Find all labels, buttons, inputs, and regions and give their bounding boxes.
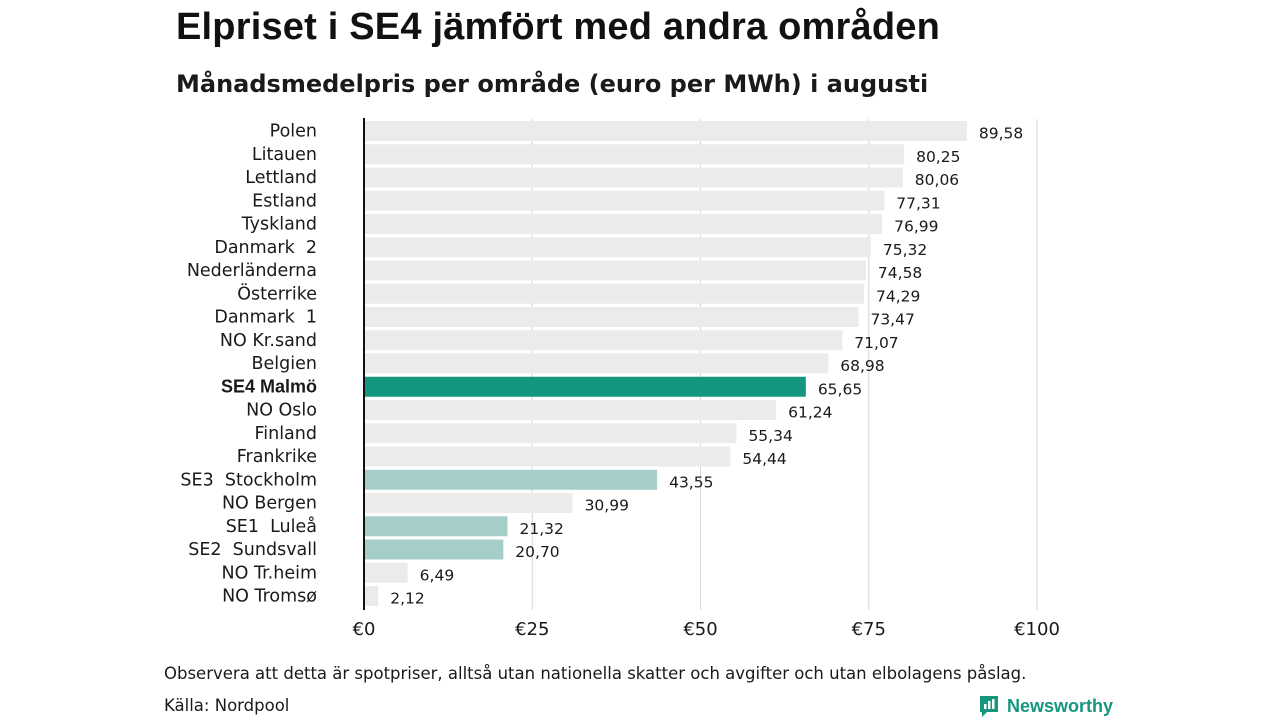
value-label: 6,49 — [420, 566, 455, 584]
bar — [364, 400, 777, 420]
value-label: 20,70 — [515, 543, 559, 561]
category-label: NO Tromsø — [222, 587, 317, 607]
category-label: Finland — [254, 424, 317, 444]
bar — [364, 190, 885, 211]
category-label: Estland — [252, 191, 317, 211]
value-label: 21,32 — [519, 520, 563, 538]
bar — [364, 260, 866, 281]
x-tick-label: €50 — [683, 619, 717, 640]
value-label: 2,12 — [390, 590, 425, 608]
value-label: 80,25 — [916, 148, 960, 166]
footnote: Observera att detta är spotpriser, allts… — [164, 664, 1027, 683]
value-label: 55,34 — [748, 427, 792, 445]
category-label: Litauen — [252, 145, 317, 165]
category-label: SE3 Stockholm — [180, 470, 317, 490]
category-label: NO Tr.heim — [222, 563, 317, 583]
category-label: SE4 Malmö — [221, 376, 317, 396]
value-label: 61,24 — [788, 404, 832, 422]
bar — [364, 121, 967, 141]
value-label: 54,44 — [742, 450, 786, 468]
bar — [364, 469, 658, 490]
bar — [364, 330, 843, 351]
x-tick-label: €100 — [1014, 619, 1060, 640]
x-tick-label: €25 — [515, 619, 549, 640]
value-label: 71,07 — [854, 334, 898, 352]
category-label: SE1 Luleå — [226, 516, 317, 537]
bar — [364, 376, 806, 397]
newsworthy-logo-icon — [980, 696, 998, 717]
source-note: Källa: Nordpool — [164, 696, 290, 715]
value-label: 89,58 — [979, 125, 1023, 143]
value-label: 65,65 — [818, 380, 862, 398]
brand-logo: Newsworthy — [978, 694, 1113, 718]
bar — [364, 539, 504, 560]
category-label: Danmark 2 — [214, 238, 317, 258]
category-label: Frankrike — [237, 447, 317, 467]
value-label: 74,29 — [876, 287, 920, 305]
category-label: NO Bergen — [222, 494, 317, 514]
category-label: Belgien — [252, 354, 317, 374]
category-label: Polen — [270, 122, 317, 142]
category-label: Österrike — [237, 282, 317, 304]
bar — [364, 237, 871, 258]
bar — [364, 493, 573, 513]
category-label: Nederländerna — [187, 261, 317, 281]
chart-subtitle: Månadsmedelpris per område (euro per MWh… — [176, 70, 929, 98]
value-label: 74,58 — [878, 264, 922, 282]
value-label: 80,06 — [915, 171, 959, 189]
value-label: 68,98 — [840, 357, 884, 375]
bar — [364, 167, 903, 188]
bar — [364, 562, 408, 583]
bar — [364, 283, 864, 304]
category-label: NO Kr.sand — [220, 331, 317, 351]
category-label: Danmark 1 — [214, 308, 317, 328]
bar — [364, 214, 883, 234]
bar — [364, 586, 379, 606]
bar — [364, 353, 829, 374]
bar — [364, 307, 859, 327]
bar — [364, 446, 731, 467]
category-label: NO Oslo — [246, 401, 317, 421]
category-label: Lettland — [245, 168, 317, 188]
x-tick-label: €0 — [353, 619, 376, 640]
value-label: 73,47 — [870, 311, 914, 329]
category-label: Tyskland — [241, 215, 317, 235]
value-label: 75,32 — [883, 241, 927, 259]
category-label: SE2 Sundsvall — [188, 540, 317, 560]
brand-name: Newsworthy — [1007, 695, 1114, 716]
chart-title: Elpriset i SE4 jämfört med andra områden — [176, 6, 940, 48]
bar — [364, 516, 508, 537]
bar — [364, 423, 737, 444]
value-label: 30,99 — [585, 497, 629, 515]
bar-chart: Polen 89,58 Litauen 80,25 Lettland 80,06 Estla… — [180, 118, 1060, 640]
value-label: 76,99 — [894, 218, 938, 236]
value-label: 77,31 — [896, 194, 940, 212]
bar — [364, 144, 905, 165]
value-label: 43,55 — [669, 473, 713, 491]
x-tick-label: €75 — [852, 619, 886, 640]
